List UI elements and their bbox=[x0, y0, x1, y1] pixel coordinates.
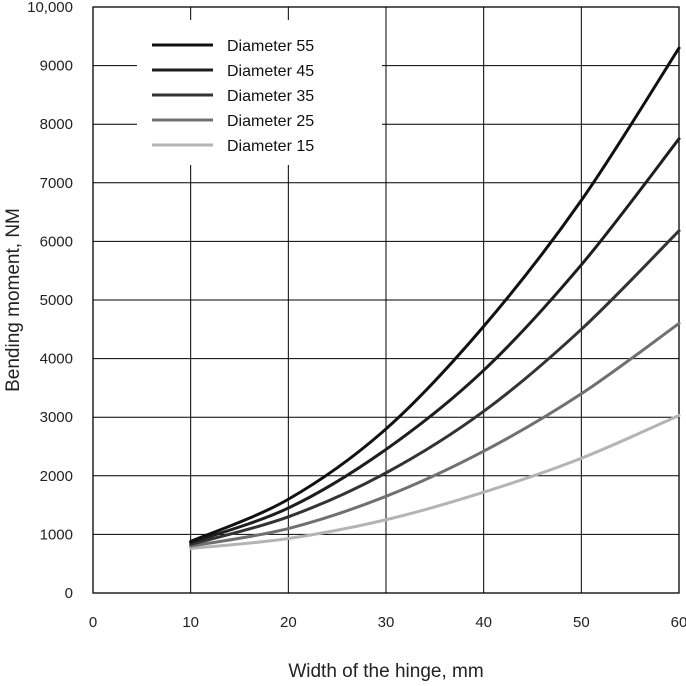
y-tick-label: 2000 bbox=[40, 468, 73, 485]
y-tick-label: 1000 bbox=[40, 526, 73, 543]
series-line-diameter-35 bbox=[189, 229, 681, 546]
x-tick-label: 10 bbox=[182, 614, 199, 631]
series-line-diameter-15 bbox=[189, 413, 681, 550]
y-tick-label: 10,000 bbox=[27, 0, 73, 16]
legend-entry: Diameter 55 bbox=[227, 38, 314, 55]
x-tick-label: 40 bbox=[475, 614, 492, 631]
y-tick-label: 8000 bbox=[40, 116, 73, 133]
x-tick-label: 30 bbox=[378, 614, 395, 631]
x-tick-label: 0 bbox=[89, 614, 97, 631]
y-tick-label: 6000 bbox=[40, 233, 73, 250]
y-tick-label: 7000 bbox=[40, 175, 73, 192]
x-tick-labels: 0 10 20 30 40 50 60 bbox=[89, 614, 686, 631]
x-tick-label: 20 bbox=[280, 614, 297, 631]
y-tick-label: 9000 bbox=[40, 58, 73, 75]
series-line-diameter-55 bbox=[189, 46, 681, 543]
legend-entry: Diameter 25 bbox=[227, 113, 314, 130]
x-tick-label: 60 bbox=[671, 614, 686, 631]
y-tick-label: 3000 bbox=[40, 409, 73, 426]
y-tick-label: 4000 bbox=[40, 351, 73, 368]
x-tick-label: 50 bbox=[573, 614, 590, 631]
series-line-diameter-45 bbox=[189, 137, 681, 545]
series-lines bbox=[189, 46, 681, 550]
y-tick-label: 5000 bbox=[40, 292, 73, 309]
legend: Diameter 55 Diameter 45 Diameter 35 Diamete… bbox=[137, 20, 382, 165]
legend-entry: Diameter 35 bbox=[227, 88, 314, 105]
y-tick-label: 0 bbox=[65, 585, 73, 602]
legend-entry: Diameter 45 bbox=[227, 63, 314, 80]
legend-entry: Diameter 15 bbox=[227, 138, 314, 155]
y-axis-label: Bending moment, NM bbox=[3, 208, 24, 392]
y-tick-labels: 0 1000 2000 3000 4000 5000 6000 7000 8000 9000 10,… bbox=[27, 0, 73, 602]
plot-area-frame bbox=[92, 6, 680, 594]
series-line-diameter-25 bbox=[189, 321, 681, 548]
x-axis-label: Width of the hinge, mm bbox=[288, 661, 483, 682]
